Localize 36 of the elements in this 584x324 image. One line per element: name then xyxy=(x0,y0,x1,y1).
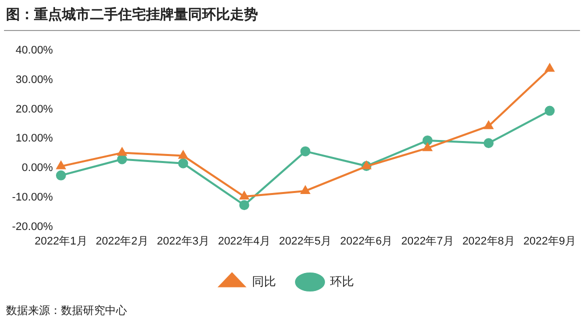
point xyxy=(56,161,66,170)
y-tick-label: -20.00% xyxy=(12,220,54,233)
chart-title: 图：重点城市二手住宅挂牌量同环比走势 xyxy=(6,6,258,24)
point xyxy=(239,200,250,210)
y-tick-label: 30.00% xyxy=(16,74,54,86)
y-tick-label: 40.00% xyxy=(16,44,54,57)
point xyxy=(300,146,310,156)
point xyxy=(178,158,188,168)
point xyxy=(544,106,555,116)
point xyxy=(484,138,494,148)
x-tick-label: 2022年4月 xyxy=(218,235,271,248)
point xyxy=(545,64,554,72)
y-tick-label: 20.00% xyxy=(16,103,54,116)
x-tick-label: 2022年6月 xyxy=(340,235,393,248)
source-note: 数据来源：数据研究中心 xyxy=(6,303,127,318)
x-tick-label: 2022年3月 xyxy=(156,235,210,248)
x-tick-label: 2022年1月 xyxy=(34,235,88,248)
x-tick-label: 2022年9月 xyxy=(523,235,576,248)
legend-label: 环比 xyxy=(330,274,354,288)
x-tick-label: 2022年7月 xyxy=(401,235,454,248)
y-tick-label: 10.00% xyxy=(16,132,54,145)
point xyxy=(117,154,128,164)
point xyxy=(423,143,432,152)
y-tick-label: -10.00% xyxy=(12,191,54,204)
x-tick-label: 2022年2月 xyxy=(96,235,148,248)
x-tick-label: 2022年5月 xyxy=(279,235,332,248)
point xyxy=(484,121,494,130)
point xyxy=(300,186,310,194)
x-tick-label: 2022年8月 xyxy=(462,235,515,248)
point xyxy=(118,148,127,156)
point xyxy=(178,150,188,159)
y-tick-label: 0.00% xyxy=(22,162,54,174)
legend-label: 同比 xyxy=(252,274,276,288)
point xyxy=(56,170,66,180)
point xyxy=(422,135,433,146)
point xyxy=(240,192,249,200)
